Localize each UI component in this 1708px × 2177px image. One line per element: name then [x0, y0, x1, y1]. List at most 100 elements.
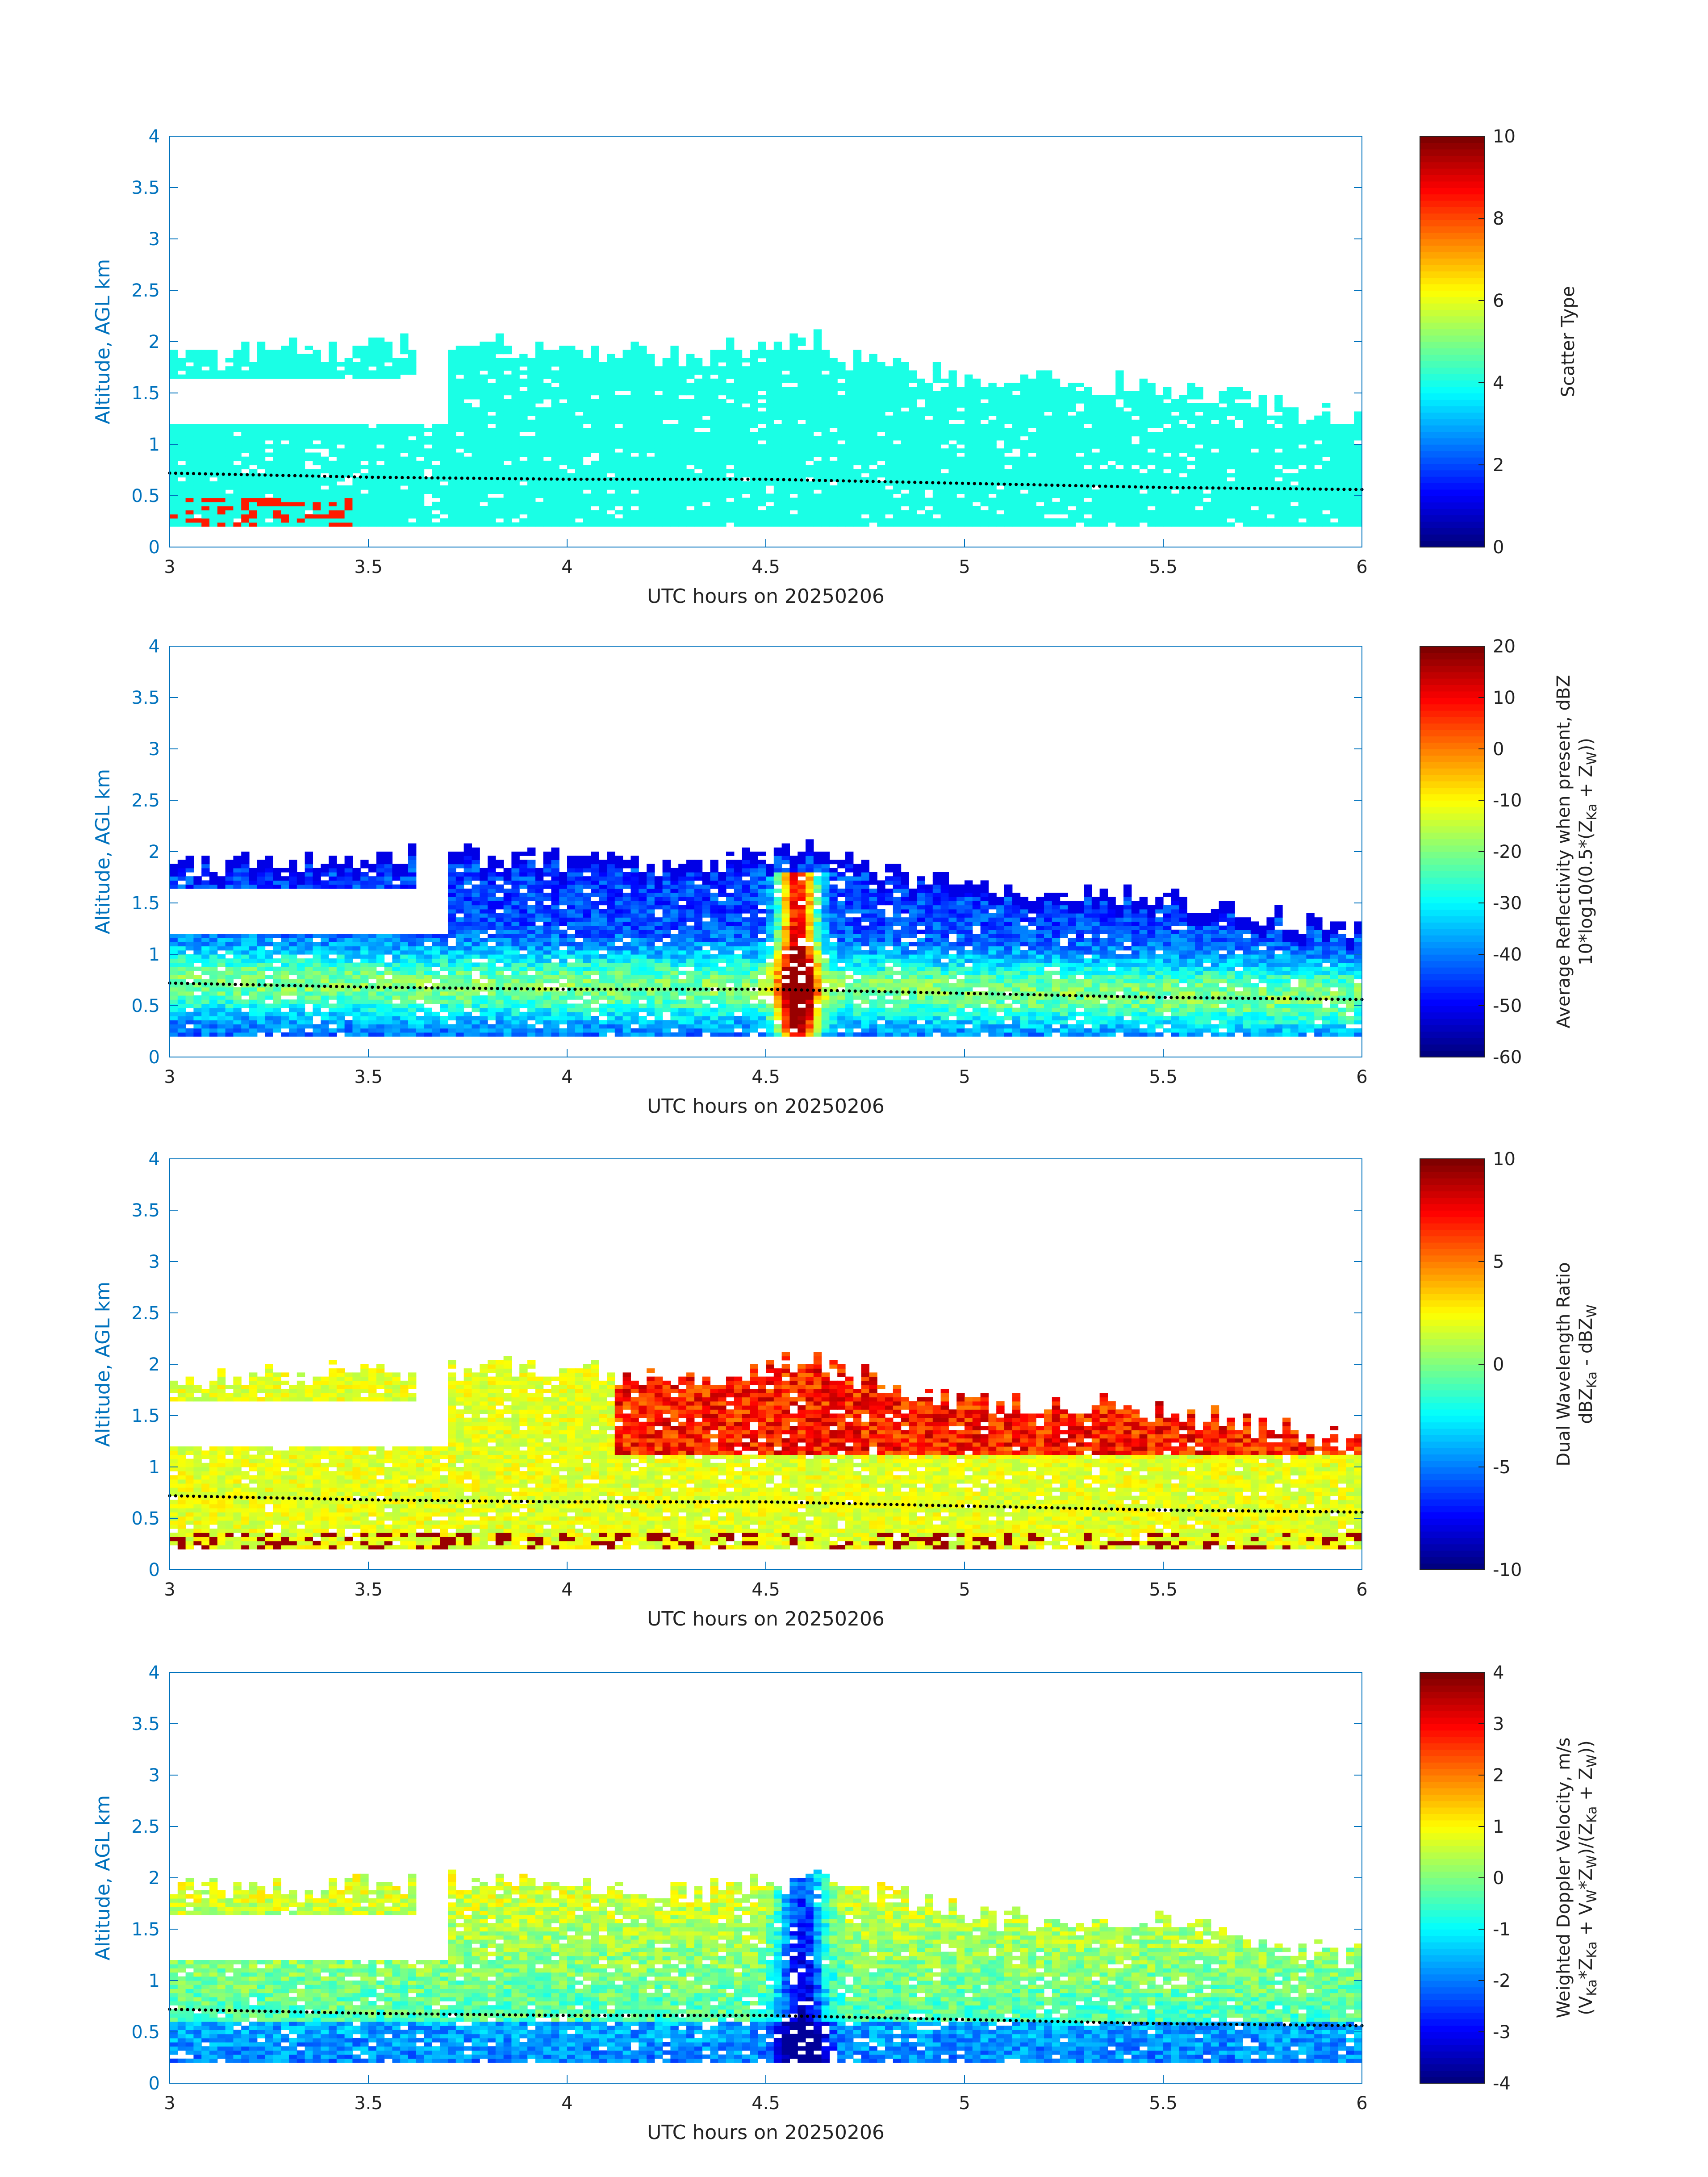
heatmap-cell [917, 485, 925, 490]
heatmap-cell [1068, 522, 1076, 527]
heatmap-cell [384, 366, 393, 371]
heatmap-cell [814, 407, 822, 412]
heatmap-cell [933, 424, 941, 428]
heatmap-cell [464, 346, 472, 350]
heatmap-cell [925, 448, 933, 453]
heatmap-cell [869, 432, 877, 436]
heatmap-cell [257, 461, 265, 465]
heatmap-cell [1227, 489, 1235, 494]
heatmap-cell [1203, 481, 1211, 486]
heatmap-cell [265, 350, 273, 354]
heatmap-cell [1012, 510, 1020, 514]
heatmap-cell [647, 502, 655, 506]
heatmap-cell [814, 440, 822, 445]
heatmap-cell [837, 452, 845, 457]
heatmap-cell [1044, 395, 1052, 400]
heatmap-cell [1219, 502, 1227, 506]
heatmap-cell [193, 510, 201, 514]
heatmap-cell [631, 375, 639, 379]
heatmap-cell [1299, 473, 1307, 477]
heatmap-cell [297, 440, 305, 445]
heatmap-cell [591, 375, 599, 379]
heatmap-cell [750, 416, 758, 420]
heatmap-cell [408, 461, 416, 465]
heatmap-cell [591, 461, 599, 465]
heatmap-cell [869, 436, 877, 441]
heatmap-cell [480, 375, 488, 379]
heatmap-cell [829, 510, 837, 514]
heatmap-cell [1282, 477, 1290, 482]
heatmap-cell [226, 457, 234, 461]
heatmap-cell [1290, 420, 1299, 424]
heatmap-cell [1036, 518, 1044, 523]
heatmap-cell [567, 375, 575, 379]
heatmap-cell [734, 440, 742, 445]
heatmap-cell [376, 432, 384, 436]
heatmap-cell [789, 366, 798, 371]
heatmap-cell [1211, 465, 1219, 469]
heatmap-cell [504, 387, 512, 391]
heatmap-cell [981, 391, 989, 395]
heatmap-cell [1322, 469, 1330, 473]
heatmap-cell [329, 362, 337, 367]
heatmap-cell [686, 416, 694, 420]
heatmap-cell [1052, 461, 1060, 465]
heatmap-cell [193, 461, 201, 465]
heatmap-cell [655, 452, 663, 457]
heatmap-cell [384, 489, 393, 494]
heatmap-cell [1211, 461, 1219, 465]
heatmap-cell [519, 395, 527, 400]
heatmap-cell [893, 461, 901, 465]
heatmap-cell [1004, 391, 1012, 395]
heatmap-cell [837, 510, 845, 514]
heatmap-cell [1044, 391, 1052, 395]
heatmap-cell [670, 375, 678, 379]
heatmap-cell [567, 489, 575, 494]
heatmap-cell [583, 403, 591, 408]
heatmap-cell [1060, 420, 1068, 424]
heatmap-cell [1219, 416, 1227, 420]
heatmap-cell [1044, 452, 1052, 457]
heatmap-cell [599, 391, 607, 395]
heatmap-cell [631, 370, 639, 375]
heatmap-cell [1163, 391, 1171, 395]
heatmap-cell [440, 518, 448, 523]
heatmap-cell [686, 485, 694, 490]
heatmap-cell [575, 420, 583, 424]
heatmap-cell [599, 518, 607, 523]
heatmap-cell [289, 444, 297, 449]
heatmap-cell [766, 375, 774, 379]
heatmap-cell [1299, 440, 1307, 445]
heatmap-cell [1251, 457, 1259, 461]
heatmap-cell [925, 485, 933, 490]
heatmap-cell [281, 510, 289, 514]
heatmap-cell [670, 502, 678, 506]
heatmap-cell [496, 461, 504, 465]
heatmap-cell [226, 510, 234, 514]
heatmap-cell [774, 362, 782, 367]
heatmap-cell [297, 432, 305, 436]
heatmap-cell [782, 469, 790, 473]
heatmap-cell [822, 395, 830, 400]
heatmap-cell [1068, 452, 1076, 457]
heatmap-cell [631, 424, 639, 428]
heatmap-cell [1195, 457, 1203, 461]
heatmap-cell [1092, 457, 1100, 461]
heatmap-cell [1274, 461, 1282, 465]
heatmap-cell [1060, 506, 1068, 510]
heatmap-cell [1203, 510, 1211, 514]
heatmap-cell [1140, 383, 1148, 387]
heatmap-cell [1115, 387, 1123, 391]
heatmap-cell [893, 403, 901, 408]
heatmap-cell [1012, 489, 1020, 494]
heatmap-cell [1251, 477, 1259, 482]
heatmap-cell [416, 514, 424, 518]
heatmap-cell [1282, 461, 1290, 465]
heatmap-cell [329, 448, 337, 453]
heatmap-cell [1068, 514, 1076, 518]
heatmap-cell [789, 420, 798, 424]
heatmap-cell [639, 457, 647, 461]
heatmap-cell [575, 457, 583, 461]
heatmap-cell [758, 452, 766, 457]
heatmap-cell [281, 489, 289, 494]
